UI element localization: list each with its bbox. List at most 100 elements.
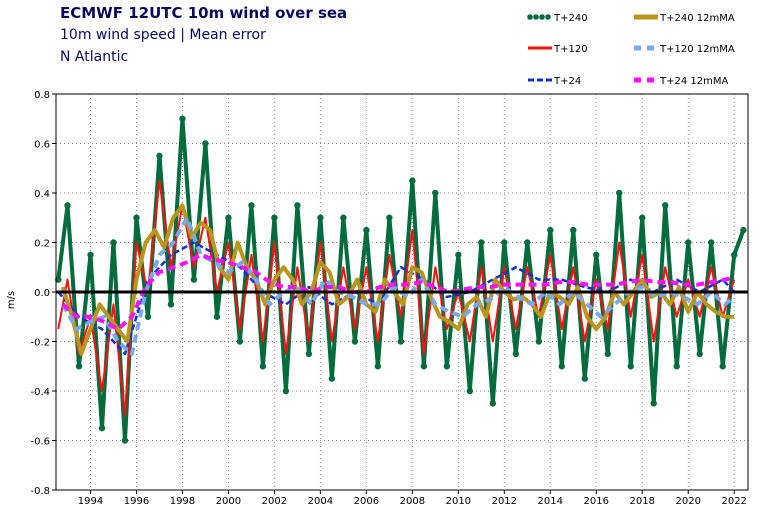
legend: T+240 T+120 T+24 T+240 12mMA T+120 12mMA T+24… xyxy=(527,13,735,87)
series-t-240-point xyxy=(213,313,221,320)
y-tick-label: 0.8 xyxy=(34,90,50,101)
plot-area xyxy=(55,115,747,444)
title-block: ECMWF 12UTC 10m wind over sea 10m wind s… xyxy=(60,2,347,68)
series-t-240-point xyxy=(156,152,163,160)
series-t-240-point xyxy=(547,226,554,234)
legend-t-24-label: T+24 xyxy=(553,76,581,87)
series-t-240-point xyxy=(731,251,738,259)
series-t-240-point xyxy=(55,276,62,283)
series-t-240-point xyxy=(443,363,451,370)
series-t-240-point xyxy=(558,363,565,370)
series-t-240-point xyxy=(294,202,301,209)
series-t-240-12mma-line xyxy=(60,203,735,356)
series-t-240-point xyxy=(121,437,129,444)
series-t-240-point xyxy=(581,375,588,382)
series-t-240-point xyxy=(259,363,267,370)
series-t-240-point xyxy=(351,338,359,345)
legend-t-240-symbol xyxy=(539,14,545,20)
y-tick-label: -0.2 xyxy=(30,338,50,349)
series-t-240-point xyxy=(478,239,485,246)
series-t-240-point xyxy=(374,363,382,370)
series-t-240-point xyxy=(386,214,393,221)
x-axis: 1994 1996 1998 2000 2002 2004 2006 2008 2010 2012… xyxy=(78,490,747,507)
chart-subtitle: 10m wind speed | Mean error xyxy=(60,27,266,43)
series-t-240-point xyxy=(87,251,94,259)
series-t-240-point xyxy=(512,350,520,358)
series-t-240-point xyxy=(650,400,657,407)
series-t-240-point xyxy=(570,226,577,234)
series-t-240-point xyxy=(236,338,244,345)
x-tick-label: 2014 xyxy=(538,496,563,507)
y-tick-label: 0.2 xyxy=(34,239,50,250)
series-t-240-point xyxy=(340,214,347,221)
y-axis-label: m/s xyxy=(6,291,17,309)
series-t-240-point xyxy=(271,214,278,221)
y-tick-label: 0.6 xyxy=(34,140,50,151)
series-t-240-point xyxy=(685,239,692,246)
y-axis: -0.8 -0.6 -0.4 -0.2 0.0 0.2 0.4 0.6 0.8 xyxy=(30,90,56,497)
chart-title: ECMWF 12UTC 10m wind over sea xyxy=(60,4,348,22)
series-t-240-point xyxy=(64,202,71,209)
series-t-240-point xyxy=(190,276,198,283)
x-tick-label: 2012 xyxy=(492,496,517,507)
legend-t-120-12mma-label: T+120 12mMA xyxy=(659,44,735,55)
x-tick-label: 2020 xyxy=(675,496,700,507)
series-t-240-point xyxy=(639,214,646,221)
legend-t-240-symbol xyxy=(533,14,539,20)
y-tick-label: 0.4 xyxy=(34,189,50,200)
series-t-240-point xyxy=(397,338,405,345)
x-tick-label: 2010 xyxy=(446,496,471,507)
series-t-240-point xyxy=(593,251,600,259)
series-t-240-point xyxy=(75,363,83,370)
x-tick-label: 2022 xyxy=(721,496,746,507)
series-t-240-point xyxy=(98,424,106,432)
x-tick-label: 2004 xyxy=(308,496,333,507)
legend-t-120-label: T+120 xyxy=(553,44,588,55)
series-t-240-point xyxy=(409,177,416,184)
series-t-240-point xyxy=(535,338,542,345)
series-t-24-line xyxy=(57,241,736,356)
series-t-240-point xyxy=(317,214,324,221)
series-t-240-point xyxy=(420,363,428,370)
series-t-240-point xyxy=(305,350,313,358)
y-tick-label: 0.0 xyxy=(34,288,50,299)
series-t-240-point xyxy=(248,202,255,209)
series-t-240-point xyxy=(719,363,726,370)
series-t-240-point xyxy=(662,202,669,209)
series-t-240-point xyxy=(144,313,152,320)
series-t-240-point xyxy=(328,375,336,382)
series-t-240-point xyxy=(708,239,715,246)
series-t-240-point xyxy=(740,226,747,234)
series-t-240-point xyxy=(432,189,439,197)
y-tick-label: -0.4 xyxy=(30,387,50,398)
series-t-240-point xyxy=(455,251,462,259)
legend-t-24-12mma-label: T+24 12mMA xyxy=(659,76,728,87)
legend-t-240-symbol xyxy=(545,14,551,20)
series-t-240-point xyxy=(604,350,611,358)
series-t-240-point xyxy=(673,363,680,370)
x-tick-label: 2016 xyxy=(584,496,609,507)
x-tick-label: 2002 xyxy=(262,496,287,507)
legend-t-240-symbol xyxy=(527,14,533,20)
x-tick-label: 2006 xyxy=(354,496,379,507)
series-t-240-point xyxy=(616,189,623,197)
x-tick-label: 1994 xyxy=(78,496,103,507)
x-tick-label: 2008 xyxy=(400,496,425,507)
series-t-240-point xyxy=(167,301,175,308)
x-tick-label: 1998 xyxy=(170,496,195,507)
legend-t-240-12mma-label: T+240 12mMA xyxy=(659,13,735,24)
series-t-240-point xyxy=(524,239,531,246)
series-t-240-point xyxy=(133,214,140,221)
series-t-240-point xyxy=(696,350,703,358)
legend-t-240-label: T+240 xyxy=(553,13,588,24)
y-tick-label: -0.6 xyxy=(30,437,50,448)
x-tick-label: 1996 xyxy=(124,496,149,507)
series-t-240-point xyxy=(363,226,370,234)
series-t-240-point xyxy=(179,115,186,122)
series-t-240-point xyxy=(466,387,474,395)
series-t-240-point xyxy=(225,214,232,221)
series-t-240-point xyxy=(489,400,497,407)
x-tick-label: 2018 xyxy=(630,496,655,507)
series-t-240-point xyxy=(627,363,634,370)
